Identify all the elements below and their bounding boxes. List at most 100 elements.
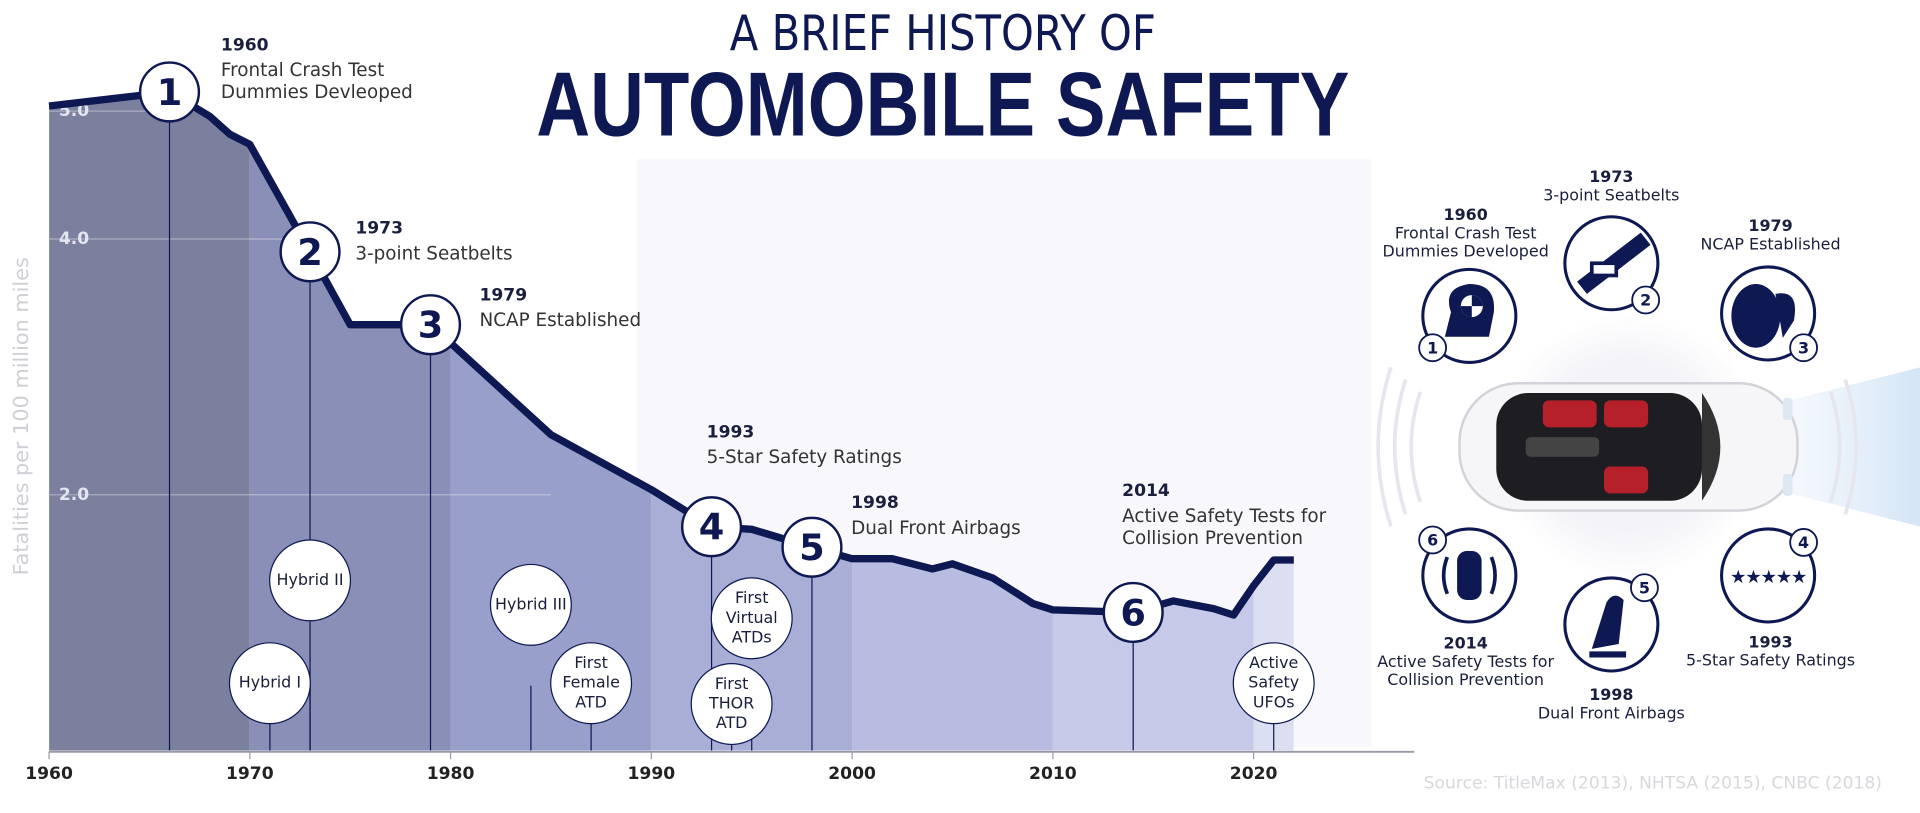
dummy-circle bbox=[1232, 642, 1315, 725]
icon-waves bbox=[1441, 556, 1497, 595]
icon-seat bbox=[1589, 651, 1627, 658]
feature-number: 2 bbox=[1640, 291, 1651, 310]
milestone-circle bbox=[781, 516, 843, 578]
milestone-label: NCAP Established bbox=[479, 310, 641, 331]
car bbox=[1458, 382, 1799, 512]
decade-band bbox=[249, 91, 451, 751]
feature-label: Collision Prevention bbox=[1387, 670, 1544, 689]
headlight-beam bbox=[1775, 367, 1920, 527]
icon-car bbox=[1457, 550, 1482, 600]
icon-dummy-mark bbox=[1460, 295, 1483, 318]
icon-buckle bbox=[1589, 261, 1619, 278]
x-tick-label: 1970 bbox=[226, 764, 274, 784]
dummy-label: ATD bbox=[716, 713, 748, 732]
x-tick-label: 2020 bbox=[1230, 764, 1278, 784]
dummy-label: Hybrid II bbox=[277, 570, 344, 589]
title: AUTOMOBILE SAFETY bbox=[536, 54, 1349, 155]
dummy-label: Virtual bbox=[726, 608, 778, 627]
feature-badge bbox=[1418, 333, 1448, 363]
y-tick-label: 2.0 bbox=[59, 485, 89, 505]
icon-seat bbox=[1591, 595, 1624, 649]
dummy-label: ATD bbox=[575, 692, 607, 711]
milestone-circle bbox=[399, 294, 462, 356]
feature-badge bbox=[1418, 525, 1448, 555]
dummy-circle bbox=[690, 663, 773, 746]
milestone-number: 1 bbox=[157, 71, 183, 114]
x-tick-label: 1990 bbox=[628, 764, 676, 784]
milestone-label: Active Safety Tests for bbox=[1122, 506, 1326, 527]
feature-label: Active Safety Tests for bbox=[1377, 652, 1554, 671]
dummy-label: First bbox=[715, 674, 748, 693]
feature-year: 1973 bbox=[1589, 167, 1633, 186]
dummy-circle bbox=[269, 539, 352, 622]
windshield bbox=[1701, 393, 1721, 501]
x-tick-label: 1980 bbox=[427, 764, 475, 784]
milestone-year: 1993 bbox=[707, 422, 755, 442]
icon-stars: ★★★★★ bbox=[1730, 567, 1807, 588]
x-tick-label: 2000 bbox=[828, 764, 876, 784]
milestone-number: 5 bbox=[799, 526, 825, 569]
y-axis-label: Fatalities per 100 million miles bbox=[9, 257, 33, 575]
dummy-label: Safety bbox=[1248, 673, 1299, 692]
y-tick-label: 4.0 bbox=[59, 229, 89, 249]
milestone-year: 1998 bbox=[851, 493, 899, 513]
milestone-label: Collision Prevention bbox=[1122, 528, 1303, 549]
dummy-circle bbox=[710, 577, 793, 660]
milestone-year: 1979 bbox=[479, 285, 527, 305]
dummy-label: UFOs bbox=[1253, 692, 1295, 711]
x-tick-label: 1960 bbox=[25, 764, 73, 784]
milestone-number: 6 bbox=[1120, 591, 1146, 634]
headlamp bbox=[1782, 397, 1793, 420]
milestone-label: 3-point Seatbelts bbox=[355, 243, 512, 264]
milestone-label: Frontal Crash Test bbox=[221, 60, 384, 81]
feature-year: 2014 bbox=[1444, 634, 1488, 653]
feature-number: 6 bbox=[1427, 531, 1438, 550]
feature-badge bbox=[1789, 528, 1818, 557]
dummy-label: ATDs bbox=[732, 627, 772, 646]
feature-year: 1993 bbox=[1748, 632, 1792, 651]
milestone-circle bbox=[138, 61, 201, 123]
milestone-year: 1973 bbox=[355, 219, 403, 239]
milestone-number: 2 bbox=[297, 231, 323, 274]
icon-airbag bbox=[1731, 284, 1781, 348]
feature-year: 1960 bbox=[1444, 205, 1488, 224]
feature-number: 1 bbox=[1427, 338, 1438, 357]
car-diagram: ★★★★★ bbox=[1376, 215, 1920, 673]
feature-label: NCAP Established bbox=[1701, 234, 1841, 253]
feature-badge bbox=[1630, 573, 1659, 603]
dummy-circle bbox=[228, 642, 311, 725]
feature-label: 5-Star Safety Ratings bbox=[1686, 651, 1855, 670]
feature-label: Dual Front Airbags bbox=[1538, 703, 1685, 722]
feature-badge bbox=[1631, 285, 1661, 315]
sensor-waves bbox=[1376, 366, 1859, 528]
milestone-label: 5-Star Safety Ratings bbox=[707, 447, 902, 468]
milestone-number: 3 bbox=[418, 304, 444, 347]
dummy-label: First bbox=[574, 653, 607, 672]
dummy-label: THOR bbox=[708, 694, 754, 713]
feature-year: 1998 bbox=[1589, 685, 1633, 704]
dummy-circle bbox=[489, 563, 572, 646]
dummy-label: Female bbox=[562, 673, 620, 692]
x-tick-label: 2010 bbox=[1029, 764, 1077, 784]
fatality-line bbox=[48, 88, 1294, 619]
milestone-circle bbox=[279, 221, 341, 283]
feature-year: 1979 bbox=[1748, 216, 1792, 235]
feature-badge bbox=[1789, 333, 1818, 363]
milestone-year: 1960 bbox=[221, 35, 269, 55]
dummy-label: Hybrid I bbox=[239, 673, 301, 692]
feature-number: 5 bbox=[1639, 578, 1650, 597]
milestone-label: Dual Front Airbags bbox=[851, 518, 1021, 539]
source: Source: TitleMax (2013), NHTSA (2015), C… bbox=[1424, 774, 1882, 794]
icon-glyphs: ★★★★★ bbox=[1441, 232, 1808, 658]
milestone-label: Dummies Devleoped bbox=[221, 82, 413, 103]
seat bbox=[1542, 400, 1597, 428]
dummy-circle bbox=[550, 642, 633, 725]
dummy-label: First bbox=[735, 588, 768, 607]
icon-head bbox=[1775, 293, 1796, 338]
seat bbox=[1604, 400, 1649, 428]
feature-label: 3-point Seatbelts bbox=[1543, 185, 1679, 204]
milestone-number: 4 bbox=[699, 506, 725, 549]
seat bbox=[1604, 466, 1649, 494]
